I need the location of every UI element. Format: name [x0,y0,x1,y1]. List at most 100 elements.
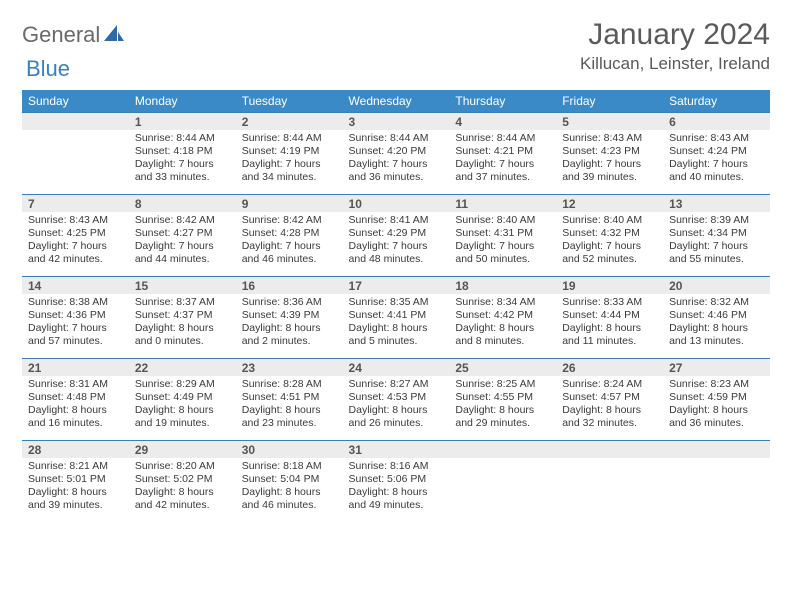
day-dl1: Daylight: 8 hours [28,486,123,499]
day-number: 5 [556,112,663,130]
day-dl1: Daylight: 8 hours [562,322,657,335]
day-sr: Sunrise: 8:32 AM [669,296,764,309]
day-ss: Sunset: 4:39 PM [242,309,337,322]
day-body: Sunrise: 8:44 AMSunset: 4:19 PMDaylight:… [236,130,343,189]
day-body: Sunrise: 8:39 AMSunset: 4:34 PMDaylight:… [663,212,770,271]
day-number: 15 [129,276,236,294]
day-body [449,458,556,464]
day-number: 17 [343,276,450,294]
day-sr: Sunrise: 8:40 AM [562,214,657,227]
day-body: Sunrise: 8:44 AMSunset: 4:20 PMDaylight:… [343,130,450,189]
day-number: 28 [22,440,129,458]
day-dl2: and 48 minutes. [349,253,444,266]
day-number: 20 [663,276,770,294]
day-dl2: and 36 minutes. [349,171,444,184]
day-cell: 14Sunrise: 8:38 AMSunset: 4:36 PMDayligh… [22,276,129,358]
dow-cell: Friday [556,90,663,112]
day-number: 14 [22,276,129,294]
day-cell: 25Sunrise: 8:25 AMSunset: 4:55 PMDayligh… [449,358,556,440]
day-dl2: and 37 minutes. [455,171,550,184]
day-cell: 28Sunrise: 8:21 AMSunset: 5:01 PMDayligh… [22,440,129,522]
day-number: 30 [236,440,343,458]
day-sr: Sunrise: 8:24 AM [562,378,657,391]
day-sr: Sunrise: 8:40 AM [455,214,550,227]
day-number: 22 [129,358,236,376]
day-ss: Sunset: 5:02 PM [135,473,230,486]
day-number: 25 [449,358,556,376]
day-body: Sunrise: 8:40 AMSunset: 4:32 PMDaylight:… [556,212,663,271]
day-dl2: and 2 minutes. [242,335,337,348]
day-cell: 5Sunrise: 8:43 AMSunset: 4:23 PMDaylight… [556,112,663,194]
day-dl2: and 13 minutes. [669,335,764,348]
day-number: 6 [663,112,770,130]
day-cell: 23Sunrise: 8:28 AMSunset: 4:51 PMDayligh… [236,358,343,440]
week-row: 1Sunrise: 8:44 AMSunset: 4:18 PMDaylight… [22,112,770,194]
day-dl1: Daylight: 8 hours [135,404,230,417]
day-number [556,440,663,458]
day-dl1: Daylight: 7 hours [28,322,123,335]
day-number: 16 [236,276,343,294]
day-sr: Sunrise: 8:41 AM [349,214,444,227]
day-dl1: Daylight: 7 hours [455,240,550,253]
day-ss: Sunset: 4:32 PM [562,227,657,240]
day-dl2: and 16 minutes. [28,417,123,430]
day-cell: 21Sunrise: 8:31 AMSunset: 4:48 PMDayligh… [22,358,129,440]
day-ss: Sunset: 5:06 PM [349,473,444,486]
day-cell: 27Sunrise: 8:23 AMSunset: 4:59 PMDayligh… [663,358,770,440]
day-sr: Sunrise: 8:43 AM [28,214,123,227]
brand-logo: General [22,18,126,48]
day-body: Sunrise: 8:38 AMSunset: 4:36 PMDaylight:… [22,294,129,353]
day-ss: Sunset: 4:48 PM [28,391,123,404]
day-number: 9 [236,194,343,212]
day-sr: Sunrise: 8:43 AM [562,132,657,145]
day-ss: Sunset: 4:53 PM [349,391,444,404]
brand-part1: General [22,22,100,48]
day-dl1: Daylight: 8 hours [349,486,444,499]
day-dl1: Daylight: 7 hours [455,158,550,171]
day-cell [22,112,129,194]
day-number: 12 [556,194,663,212]
day-dl2: and 29 minutes. [455,417,550,430]
day-body [663,458,770,464]
day-dl2: and 40 minutes. [669,171,764,184]
day-body: Sunrise: 8:25 AMSunset: 4:55 PMDaylight:… [449,376,556,435]
day-ss: Sunset: 5:04 PM [242,473,337,486]
day-body: Sunrise: 8:16 AMSunset: 5:06 PMDaylight:… [343,458,450,517]
day-cell: 1Sunrise: 8:44 AMSunset: 4:18 PMDaylight… [129,112,236,194]
day-cell: 16Sunrise: 8:36 AMSunset: 4:39 PMDayligh… [236,276,343,358]
day-body: Sunrise: 8:43 AMSunset: 4:24 PMDaylight:… [663,130,770,189]
week-row: 7Sunrise: 8:43 AMSunset: 4:25 PMDaylight… [22,194,770,276]
brand-sail-icon [104,24,124,47]
day-body: Sunrise: 8:41 AMSunset: 4:29 PMDaylight:… [343,212,450,271]
day-dl2: and 44 minutes. [135,253,230,266]
day-ss: Sunset: 4:46 PM [669,309,764,322]
day-ss: Sunset: 4:28 PM [242,227,337,240]
day-dl2: and 42 minutes. [135,499,230,512]
day-body: Sunrise: 8:18 AMSunset: 5:04 PMDaylight:… [236,458,343,517]
day-number: 18 [449,276,556,294]
day-body: Sunrise: 8:40 AMSunset: 4:31 PMDaylight:… [449,212,556,271]
day-number: 23 [236,358,343,376]
day-cell: 2Sunrise: 8:44 AMSunset: 4:19 PMDaylight… [236,112,343,194]
day-sr: Sunrise: 8:44 AM [242,132,337,145]
day-body: Sunrise: 8:37 AMSunset: 4:37 PMDaylight:… [129,294,236,353]
day-number: 31 [343,440,450,458]
day-cell: 19Sunrise: 8:33 AMSunset: 4:44 PMDayligh… [556,276,663,358]
day-sr: Sunrise: 8:29 AM [135,378,230,391]
day-sr: Sunrise: 8:21 AM [28,460,123,473]
day-dl1: Daylight: 8 hours [242,404,337,417]
day-dl2: and 55 minutes. [669,253,764,266]
day-ss: Sunset: 4:25 PM [28,227,123,240]
day-dl1: Daylight: 8 hours [242,322,337,335]
day-ss: Sunset: 4:44 PM [562,309,657,322]
day-dl2: and 39 minutes. [28,499,123,512]
day-ss: Sunset: 4:55 PM [455,391,550,404]
day-dl1: Daylight: 7 hours [349,240,444,253]
day-ss: Sunset: 4:27 PM [135,227,230,240]
day-sr: Sunrise: 8:38 AM [28,296,123,309]
day-dl1: Daylight: 7 hours [242,158,337,171]
day-number: 7 [22,194,129,212]
day-number: 13 [663,194,770,212]
day-dl1: Daylight: 7 hours [28,240,123,253]
day-number: 4 [449,112,556,130]
